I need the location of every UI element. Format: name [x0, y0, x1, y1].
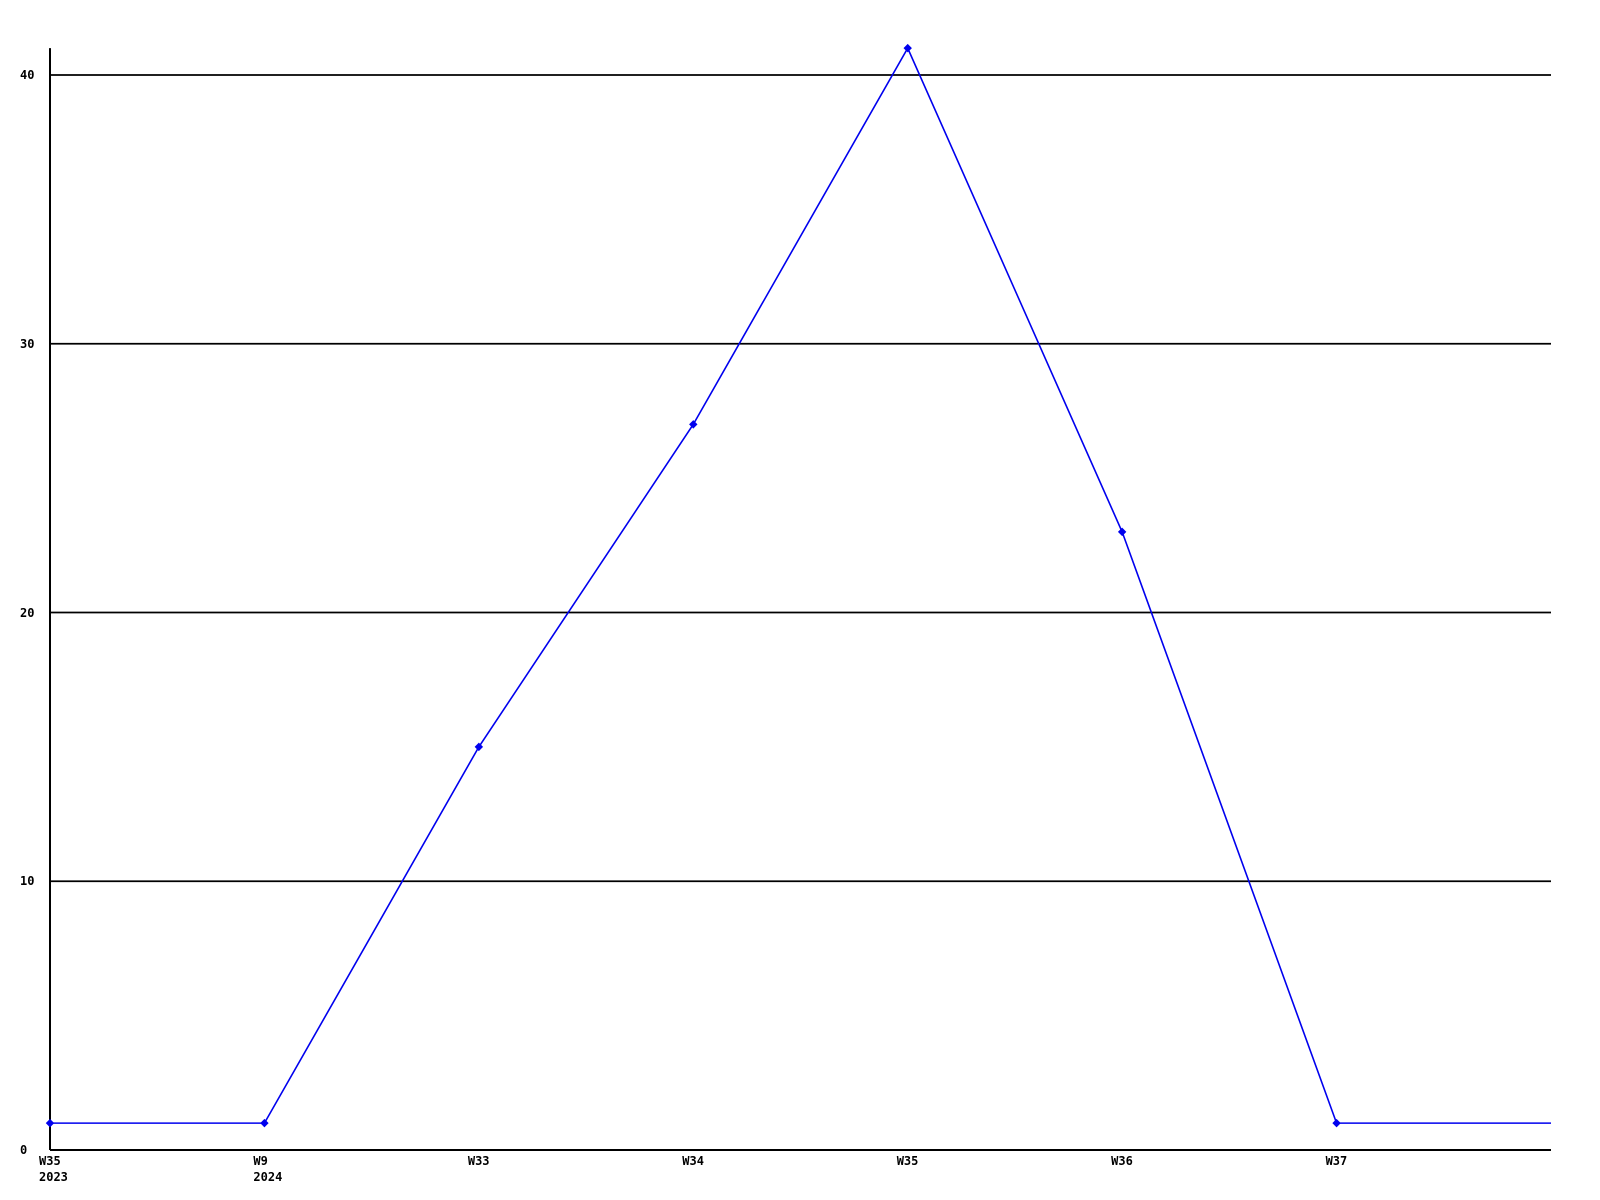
x-tick-label-6: W37	[1326, 1153, 1348, 1169]
x-tick-label-4: W35	[897, 1153, 919, 1169]
x-tick-year: 2023	[39, 1170, 68, 1184]
x-tick-label-3: W34	[682, 1153, 704, 1169]
data-point-marker	[45, 1118, 55, 1128]
data-point-marker	[689, 420, 698, 429]
series-polyline	[50, 46, 1551, 1124]
x-tick-label-1: W9 2024	[253, 1153, 282, 1185]
axes	[49, 48, 1551, 1151]
y-tick-label-30: 30	[20, 336, 35, 351]
series-line	[50, 46, 1551, 1124]
x-tick-week: W33	[467, 1154, 490, 1168]
x-tick-label-2: W33	[468, 1153, 490, 1169]
x-tick-week: W37	[1325, 1154, 1348, 1168]
data-point-marker	[1332, 1118, 1341, 1128]
x-tick-week: W9	[253, 1154, 268, 1168]
x-tick-year: 2024	[253, 1170, 283, 1184]
data-point-marker	[474, 742, 484, 752]
x-tick-label-0: W35 2023	[39, 1153, 68, 1185]
series-markers	[45, 43, 1341, 1128]
data-point-marker	[903, 43, 912, 53]
data-point-marker	[260, 1118, 269, 1128]
x-tick-week: W36	[1111, 1154, 1133, 1168]
data-point-marker	[1117, 527, 1127, 537]
x-tick-week: W35	[39, 1154, 61, 1168]
gridlines	[50, 74, 1551, 883]
x-tick-label-5: W36	[1111, 1153, 1133, 1169]
x-tick-week: W35	[896, 1154, 919, 1168]
y-tick-label-20: 20	[20, 605, 35, 620]
y-tick-label-0: 0	[20, 1143, 28, 1157]
y-tick-label-10: 10	[20, 874, 35, 889]
y-tick-label-40: 40	[20, 68, 35, 82]
x-tick-week: W34	[682, 1154, 704, 1168]
